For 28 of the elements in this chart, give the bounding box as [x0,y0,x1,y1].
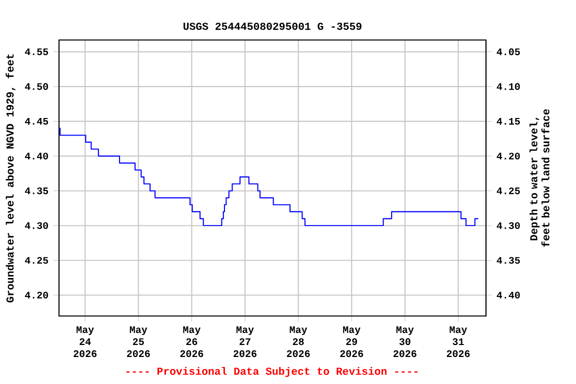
chart-title: USGS 254445080295001 G -3559 [184,22,362,30]
y2-axis-title: Depth to water level, feet below land surface [530,109,550,247]
y2-tick-label: 4.40 [496,292,520,299]
y2-tick-label: 4.35 [496,256,520,264]
x-tick-label: May 24 2026 [74,326,97,358]
y2-tick-label: 4.20 [496,152,520,160]
x-tick-label: May 25 2026 [127,326,150,358]
y-tick-label: 4.20 [24,292,48,299]
x-tick-label: May 30 2026 [394,326,416,358]
y-tick-label: 4.40 [24,152,48,160]
x-tick-label: May 26 2026 [180,326,204,358]
x-tick-label: May 27 2026 [234,326,256,358]
y2-tick-label: 4.10 [496,83,520,90]
y-tick-label: 4.45 [24,118,48,125]
x-tick-label: May 31 2026 [446,326,470,358]
x-tick-label: May 28 2026 [286,326,310,358]
y-axis-title: Groundwater level above NGVD 1929, feet [6,54,16,302]
y-tick-label: 4.55 [24,48,48,56]
y2-tick-label: 4.30 [496,222,520,230]
y-tick-label: 4.25 [24,256,48,264]
y-tick-label: 4.50 [24,83,48,90]
y2-tick-label: 4.15 [496,118,520,125]
text: ---- Provisional Data Subject to Revision ---- [126,367,418,377]
y-tick-label: 4.35 [24,187,48,194]
y-tick-label: 4.30 [24,222,48,230]
y2-tick-label: 4.05 [496,48,520,56]
y2-tick-label: 4.25 [496,187,520,194]
x-tick-label: May 29 2026 [340,326,364,358]
